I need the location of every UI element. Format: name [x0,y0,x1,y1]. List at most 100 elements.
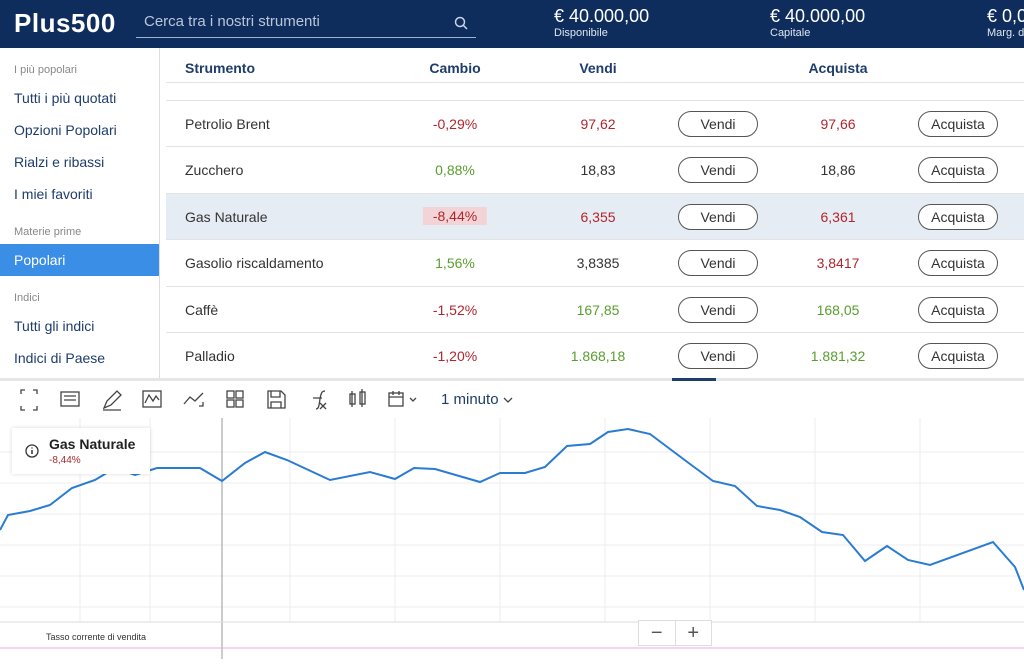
instrument-name: Caffè [185,301,219,318]
buy-price: 6,361 [820,208,856,225]
zoom-in[interactable]: + [687,622,700,644]
function-icon[interactable] [313,390,327,410]
instrument-name: Palladio [185,348,235,364]
footer-label: Tasso corrente di vendita [46,632,147,642]
balance-label: Marg. d [987,27,1024,39]
buy-button[interactable]: Acquista [918,296,998,323]
timeframe: 1 minuto [441,391,499,408]
buy-price: 168,05 [816,301,860,318]
buy-button[interactable]: Acquista [918,157,998,184]
instrument-name: Petrolio Brent [185,116,270,132]
column-header: Strumento [185,60,255,76]
table-row[interactable]: Caffè -1,52% 167,85 Vendi 168,05 Acquista [166,285,1024,332]
info-icon[interactable] [25,444,39,458]
resize-handle[interactable] [672,378,716,381]
zoom-out[interactable]: − [639,621,676,645]
sell-price: 3,8385 [576,255,620,272]
sell-button[interactable]: Vendi [678,250,758,277]
balance: € 40.000,00 Disponibile [554,6,649,39]
balance-amount: € 40.000,00 [770,6,866,26]
change: 1,56% [435,255,475,272]
candle-icon[interactable] [349,389,366,407]
timeframe-select[interactable]: 1 minuto [441,391,513,408]
sell-price: 97,62 [580,116,616,132]
table-row[interactable]: Zucchero 0,88% 18,83 Vendi 18,86 Acquista [166,146,1024,192]
buy-button[interactable]: Acquista [918,250,998,277]
section-title: Materie prime [14,226,82,238]
sell-price: 18,83 [580,162,616,179]
layout-icon[interactable] [226,390,244,408]
search-box[interactable]: Cerca tra i nostri strumenti [136,8,476,38]
chart-canvas [0,418,1024,659]
buy-price: 3,8417 [816,255,860,272]
nav-item[interactable]: I miei favoriti [14,186,93,202]
legend-change: -8,44% [49,455,81,466]
table-row[interactable]: Petrolio Brent -0,29% 97,62 Vendi 97,66 Acqui… [166,100,1024,146]
fullscreen-icon[interactable] [20,389,38,411]
toolbar-icons [20,389,417,411]
column-header: Acquista [808,60,868,76]
nav-item[interactable]: Popolari [0,244,159,276]
indicator-icon[interactable] [142,390,162,408]
table-row[interactable]: Palladio -1,20% 1.868,18 Vendi 1.881,32 Acqui… [166,332,1024,378]
sell-price: 6,355 [580,208,616,225]
sell-price: 167,85 [576,301,620,318]
buy-price: 1.881,32 [810,348,866,364]
table-row[interactable]: Gas Naturale -8,44% 6,355 Vendi 6,361 Acquist… [166,192,1024,239]
sell-button[interactable]: Vendi [678,111,758,137]
sell-button[interactable]: Vendi [678,296,758,323]
balance: € 40.000,00 Capitale [770,6,865,39]
save-icon[interactable] [267,390,286,409]
chart-toolbar: 1 minuto [0,378,1024,418]
nav-item[interactable]: Tutti gli indici [14,318,95,334]
sidebar: I più popolari Tutti i più quotati Opzioni… [0,48,160,378]
legend-box: Gas Naturale -8,44% [12,428,150,474]
nav-item[interactable]: Opzioni Popolari [14,122,117,138]
logo[interactable]: Plus500 [14,8,116,38]
balance-amount: € 40.000,00 [554,6,650,26]
column-header: Vendi [579,60,617,76]
balance: € 0,0 Marg. d [987,6,1024,39]
balance-label: Disponibile [554,27,608,39]
calendar-icon[interactable] [388,391,417,407]
price-chart: Gas Naturale -8,44% Tasso corrente di ve… [0,418,1024,659]
buy-button[interactable]: Acquista [918,343,998,369]
change: 0,88% [435,162,475,179]
sell-button[interactable]: Vendi [678,343,758,369]
grid [0,418,1024,622]
partial-row-border [166,82,1024,83]
search-placeholder: Cerca tra i nostri strumenti [144,13,320,30]
balance-amount: € 0,0 [987,6,1024,26]
buy-price: 97,66 [820,116,856,132]
instrument-name: Zucchero [185,162,244,179]
header: Plus500 Cerca tra i nostri strumenti € 4… [0,0,1024,48]
sell-button[interactable]: Vendi [678,157,758,184]
instrument-name: Gas Naturale [185,208,268,225]
comment-icon[interactable] [60,391,80,407]
nav-item[interactable]: Indici di Paese [14,350,106,366]
nav-item[interactable]: Rialzi e ribassi [14,154,105,170]
trend-icon[interactable] [183,392,204,407]
buy-price: 18,86 [820,162,856,179]
instrument-name: Gasolio riscaldamento [185,255,324,272]
search-icon [454,16,468,30]
section-title: Indici [14,292,40,304]
change: -8,44% [422,206,488,225]
table-row[interactable]: Gasolio riscaldamento 1,56% 3,8385 Vendi 3,8… [166,239,1024,285]
balance-label: Capitale [770,27,811,39]
change: -1,20% [432,348,478,364]
buy-button[interactable]: Acquista [918,111,998,137]
sell-button[interactable]: Vendi [678,203,758,230]
zoom-controls: − + [638,620,712,646]
draw-icon[interactable] [102,390,122,411]
column-header: Cambio [429,60,481,76]
change: -0,29% [432,116,478,132]
sell-price: 1.868,18 [570,348,626,364]
buy-button[interactable]: Acquista [918,203,998,230]
nav-item[interactable]: Tutti i più quotati [14,90,117,106]
chevron [503,397,513,403]
instrument-table: Strumento Cambio Vendi Acquista Petrolio Bre… [166,48,1024,378]
change: -1,52% [432,301,478,318]
price-line [0,427,1024,591]
